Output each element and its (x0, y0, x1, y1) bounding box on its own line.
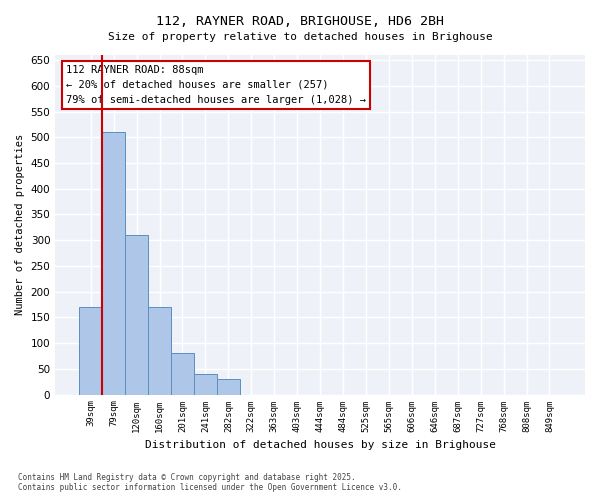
Bar (79, 307, 102, 394)
Text: Contains HM Land Registry data © Crown copyright and database right 2025.
Contai: Contains HM Land Registry data © Crown c… (18, 473, 402, 492)
Bar (148, 307, 171, 394)
Bar (217, 379, 240, 394)
Bar (102, 132, 125, 394)
Y-axis label: Number of detached properties: Number of detached properties (15, 134, 25, 316)
Bar (171, 354, 194, 395)
Bar (125, 235, 148, 394)
X-axis label: Distribution of detached houses by size in Brighouse: Distribution of detached houses by size … (145, 440, 496, 450)
Text: 112, RAYNER ROAD, BRIGHOUSE, HD6 2BH: 112, RAYNER ROAD, BRIGHOUSE, HD6 2BH (156, 15, 444, 28)
Bar (194, 374, 217, 394)
Text: 112 RAYNER ROAD: 88sqm
← 20% of detached houses are smaller (257)
79% of semi-de: 112 RAYNER ROAD: 88sqm ← 20% of detached… (66, 65, 366, 105)
Text: Size of property relative to detached houses in Brighouse: Size of property relative to detached ho… (107, 32, 493, 42)
